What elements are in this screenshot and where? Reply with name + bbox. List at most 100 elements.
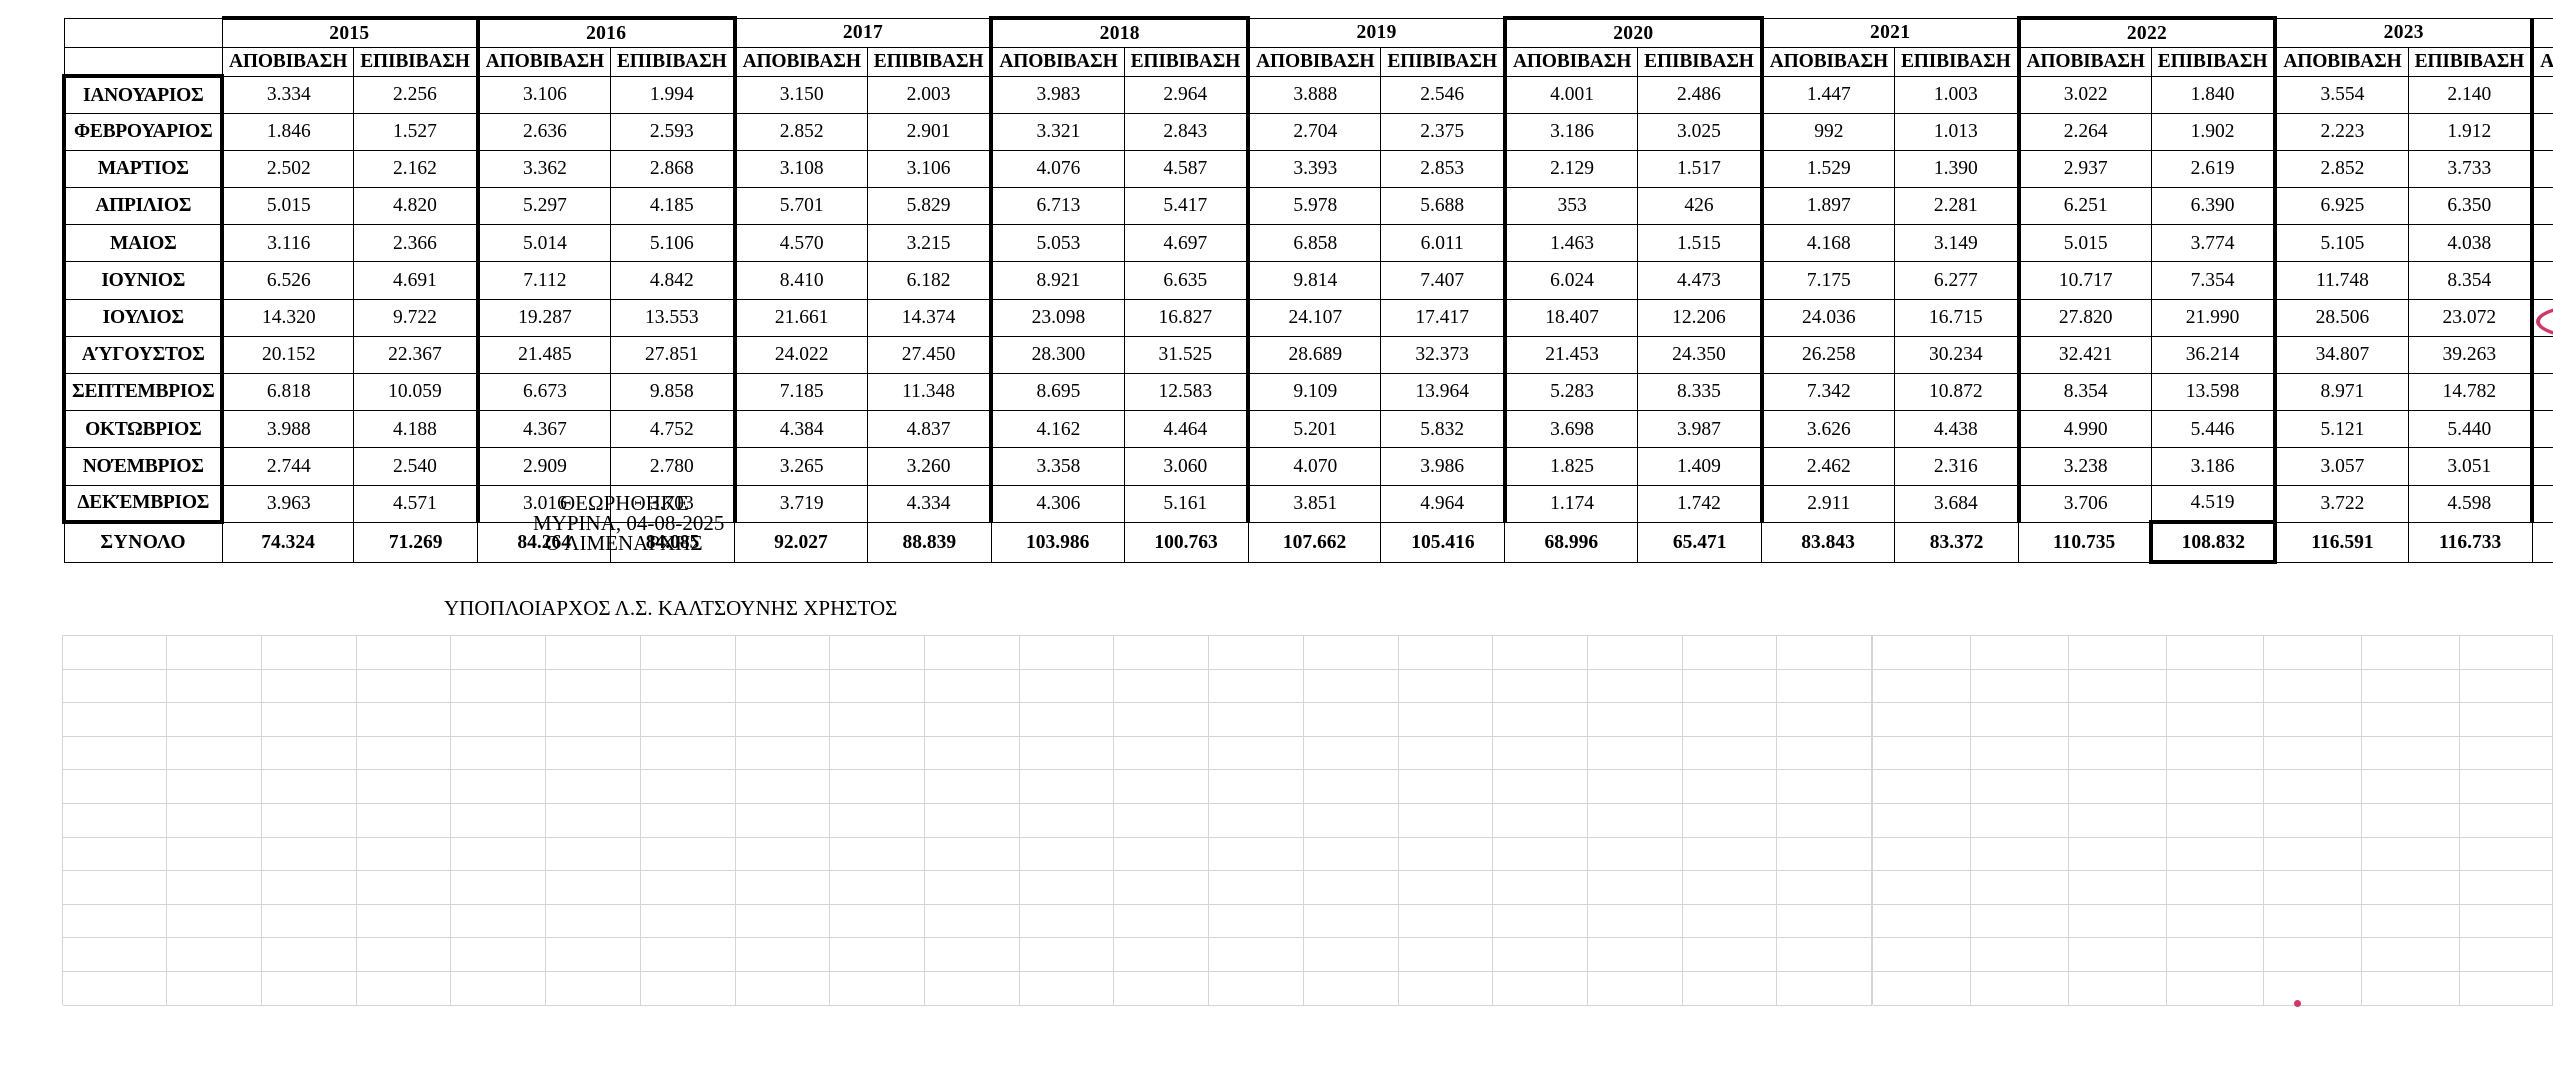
cell-ΑΎΓΟΥΣΤΟΣ-2021-apovivasi[interactable]: 26.258 [1759,335,1895,375]
cell-ΜΑΙΟΣ-2018-epivivasi[interactable]: 4.697 [1123,224,1249,263]
grid-cell[interactable] [2460,938,2553,972]
month-label-2[interactable]: ΜΑΡΤΙΟΣ [61,149,225,189]
month-label-7[interactable]: ΑΎΓΟΥΣΤΟΣ [61,335,225,375]
grid-cell[interactable] [924,803,1020,838]
grid-cell[interactable] [735,904,831,939]
grid-cell[interactable] [2362,636,2461,670]
cell-ΑΎΓΟΥΣΤΟΣ-2020-apovivasi[interactable]: 21.453 [1502,335,1639,375]
subheader-2016-apovivasi[interactable]: ΑΠΟΒΙΒΑΣΗ [475,46,611,77]
cell-ΑΠΡΙΛΙΟΣ-2021-apovivasi[interactable]: 1.897 [1759,187,1895,226]
cell-ΙΟΥΝΙΟΣ-2016-apovivasi[interactable]: 7.112 [475,261,611,300]
cell-ΙΑΝΟΥΑΡΙΟΣ-2021-epivivasi[interactable]: 1.003 [1893,75,2020,114]
grid-cell[interactable] [1209,904,1304,939]
grid-cell[interactable] [1398,770,1494,804]
cell-ΑΎΓΟΥΣΤΟΣ-2015-epivivasi[interactable]: 22.367 [353,335,479,375]
grid-cell[interactable] [924,871,1020,905]
grid-cell[interactable] [451,669,547,704]
grid-cell[interactable] [2166,904,2265,939]
grid-cell[interactable] [1587,871,1683,905]
grid-cell[interactable] [167,971,263,1006]
cell-ΟΚΤΩΒΡΙΟΣ-2020-epivivasi[interactable]: 3.987 [1637,410,1763,449]
cell-ΙΟΥΛΙΟΣ-2017-epivivasi[interactable]: 14.374 [866,298,992,337]
grid-cell[interactable] [640,669,736,704]
grid-cell[interactable] [924,669,1020,704]
cell-ΑΎΓΟΥΣΤΟΣ-2022-apovivasi[interactable]: 32.421 [2016,335,2152,375]
cell-ΦΕΒΡΟΥΑΡΙΟΣ-2017-epivivasi[interactable]: 2.901 [866,112,992,151]
grid-cell[interactable] [63,703,168,737]
grid-cell[interactable] [2460,736,2553,771]
month-label-8[interactable]: ΣΕΠΤΕΜΒΡΙΟΣ [61,372,225,412]
cell-ΑΠΡΙΛΙΟΣ-2024-apovivasi[interactable]: 4.794 [2530,187,2553,226]
cell-ΦΕΒΡΟΥΑΡΙΟΣ-2015-epivivasi[interactable]: 1.527 [353,112,479,151]
cell-ΝΟΈΜΒΡΙΟΣ-2016-epivivasi[interactable]: 2.780 [609,447,736,486]
month-label-6[interactable]: ΙΟΥΛΙΟΣ [61,298,225,337]
year-header-2018[interactable]: 2018 [989,16,1249,48]
cell-ΙΑΝΟΥΑΡΙΟΣ-2017-epivivasi[interactable]: 2.003 [866,75,992,114]
grid-cell[interactable] [1777,736,1873,771]
grid-cell[interactable] [1493,736,1588,771]
cell-ΑΠΡΙΛΙΟΣ-2020-epivivasi[interactable]: 426 [1637,187,1763,226]
grid-cell[interactable] [546,636,641,670]
cell-ΙΟΥΝΙΟΣ-2019-epivivasi[interactable]: 7.407 [1380,261,1506,300]
cell-ΙΑΝΟΥΑΡΙΟΣ-2019-apovivasi[interactable]: 3.888 [1246,75,1382,114]
grid-cell[interactable] [1682,736,1778,771]
grid-cell[interactable] [2166,837,2265,872]
cell-ΔΕΚΈΜΒΡΙΟΣ-2021-epivivasi[interactable]: 3.684 [1893,484,2020,523]
passenger-statistics-table[interactable]: 2015201620172018201920202021202220232024… [61,16,2553,565]
grid-cell[interactable] [167,803,263,838]
subheader-2017-apovivasi[interactable]: ΑΠΟΒΙΒΑΣΗ [732,46,868,77]
grid-cell[interactable] [356,871,452,905]
cell-ΜΑΡΤΙΟΣ-2020-epivivasi[interactable]: 1.517 [1637,149,1763,189]
grid-cell[interactable] [1209,703,1304,737]
grid-cell[interactable] [2264,803,2363,838]
cell-ΦΕΒΡΟΥΑΡΙΟΣ-2015-apovivasi[interactable]: 1.846 [221,112,355,151]
grid-cell[interactable] [1303,938,1399,972]
total-2021-epivivasi[interactable]: 83.372 [1893,521,2020,563]
table-corner-cell-2[interactable] [63,46,223,77]
cell-ΑΠΡΙΛΙΟΣ-2017-epivivasi[interactable]: 5.829 [866,187,992,226]
grid-cell[interactable] [2460,669,2553,704]
cell-ΣΕΠΤΕΜΒΡΙΟΣ-2018-apovivasi[interactable]: 8.695 [989,372,1125,412]
cell-ΙΟΥΛΙΟΣ-2024-apovivasi[interactable]: 31.334 [2530,298,2553,337]
grid-cell[interactable] [2166,971,2265,1006]
cell-ΙΟΥΝΙΟΣ-2019-apovivasi[interactable]: 9.814 [1246,261,1382,300]
grid-cell[interactable] [1970,837,2069,872]
grid-cell[interactable] [1970,904,2069,939]
grid-cell[interactable] [1873,871,1971,905]
cell-ΣΕΠΤΕΜΒΡΙΟΣ-2022-epivivasi[interactable]: 13.598 [2150,372,2276,412]
grid-cell[interactable] [2362,770,2461,804]
grid-cell[interactable] [1019,736,1115,771]
grid-cell[interactable] [735,636,831,670]
cell-ΙΟΥΛΙΟΣ-2015-apovivasi[interactable]: 14.320 [221,298,355,337]
grid-cell[interactable] [167,636,263,670]
cell-ΟΚΤΩΒΡΙΟΣ-2023-epivivasi[interactable]: 5.440 [2407,410,2533,449]
grid-cell[interactable] [1682,837,1778,872]
grid-cell[interactable] [2166,770,2265,804]
grid-cell[interactable] [1493,703,1588,737]
month-label-0[interactable]: ΙΑΝΟΥΑΡΙΟΣ [61,73,225,114]
grid-cell[interactable] [2068,938,2167,972]
grid-cell[interactable] [262,938,357,972]
cell-ΦΕΒΡΟΥΑΡΙΟΣ-2022-apovivasi[interactable]: 2.264 [2016,112,2152,151]
grid-cell[interactable] [924,938,1020,972]
grid-cell[interactable] [1970,971,2069,1006]
grid-cell[interactable] [1970,938,2069,972]
grid-cell[interactable] [1682,971,1778,1006]
grid-cell[interactable] [1682,703,1778,737]
grid-cell[interactable] [1019,938,1115,972]
cell-ΜΑΙΟΣ-2023-epivivasi[interactable]: 4.038 [2407,224,2533,263]
grid-cell[interactable] [451,636,547,670]
cell-ΝΟΈΜΒΡΙΟΣ-2023-epivivasi[interactable]: 3.051 [2407,447,2533,486]
cell-ΜΑΡΤΙΟΣ-2019-epivivasi[interactable]: 2.853 [1380,149,1506,189]
cell-ΑΎΓΟΥΣΤΟΣ-2020-epivivasi[interactable]: 24.350 [1637,335,1763,375]
month-label-10[interactable]: ΝΟΈΜΒΡΙΟΣ [61,447,225,486]
grid-cell[interactable] [1873,669,1971,704]
grid-cell[interactable] [1873,803,1971,838]
year-header-2016[interactable]: 2016 [475,16,736,48]
grid-cell[interactable] [1114,736,1210,771]
grid-cell[interactable] [2264,971,2363,1006]
grid-cell[interactable] [1019,703,1115,737]
grid-cell[interactable] [1682,904,1778,939]
subheader-2015-epivivasi[interactable]: ΕΠΙΒΙΒΑΣΗ [353,46,479,77]
grid-cell[interactable] [1493,904,1588,939]
